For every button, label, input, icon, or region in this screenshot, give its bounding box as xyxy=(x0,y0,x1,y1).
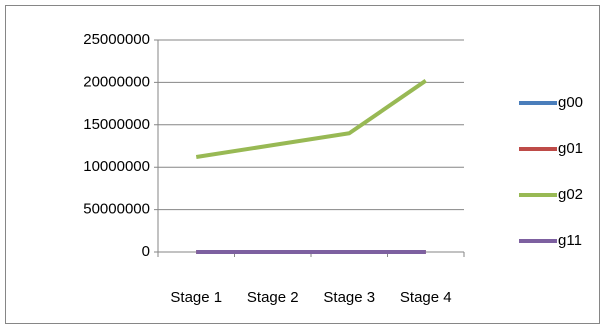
y-tick-label: 0 xyxy=(142,243,150,260)
y-tick-label: 50000000 xyxy=(83,201,150,218)
y-tick-label: 10000000 xyxy=(83,158,150,175)
legend-label: g01 xyxy=(558,140,583,157)
legend-label: g00 xyxy=(558,94,583,111)
y-tick-label: 20000000 xyxy=(83,73,150,90)
legend-label: g11 xyxy=(558,232,582,249)
x-tick-label: Stage 2 xyxy=(247,289,299,306)
series-line xyxy=(195,79,427,160)
x-tick-label: Stage 3 xyxy=(323,289,375,306)
y-tick-label: 15000000 xyxy=(83,116,150,133)
x-tick-label: Stage 4 xyxy=(400,289,452,306)
legend-label: g02 xyxy=(558,186,583,203)
x-tick-label: Stage 1 xyxy=(170,289,222,306)
y-tick-label: 25000000 xyxy=(83,31,150,48)
chart-border xyxy=(5,5,600,324)
